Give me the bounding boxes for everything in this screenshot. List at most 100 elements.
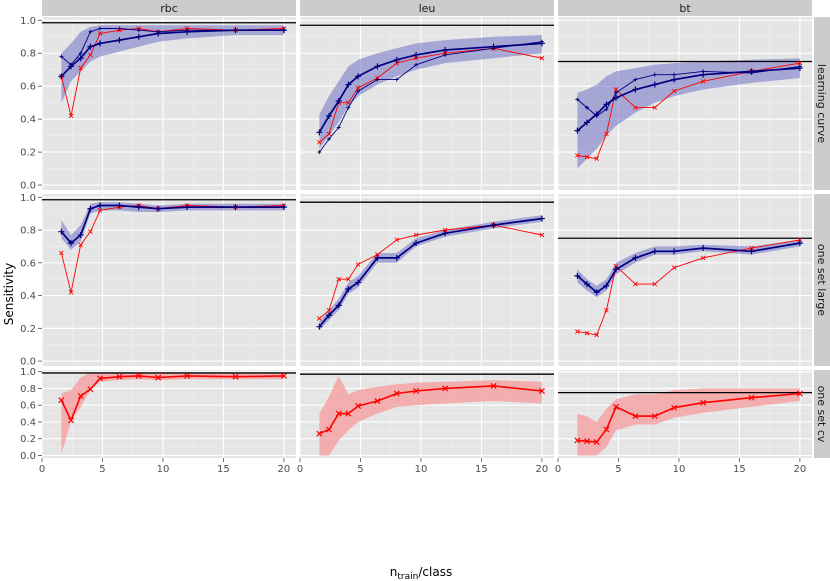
- panel-one-set-large-leu-blue-mean-point: [326, 312, 333, 319]
- y-tick-label-learning-curve: 0.0: [20, 181, 36, 192]
- y-tick-label-learning-curve: 0.2: [20, 148, 36, 159]
- panel-one-set-cv-bt-red-band: [577, 388, 800, 456]
- panel-one-set-large-bt-blue-mean-point: [748, 248, 755, 255]
- x-tick-label-leu: 5: [357, 464, 363, 475]
- panel-one-set-cv-leu-red-point: [442, 385, 449, 392]
- panel-learning-curve-leu-blue-mean-point: [413, 51, 420, 58]
- strip-label-rbc: rbc: [160, 2, 178, 15]
- panel-one-set-large-leu-blue-mean-point: [374, 254, 381, 261]
- panel-one-set-cv-rbc-red-band: [61, 372, 284, 454]
- panel-one-set-large-bt-red-point: [671, 265, 677, 271]
- panel-one-set-large-rbc-red-point: [78, 242, 84, 248]
- panel-one-set-large-leu-red-point: [394, 237, 400, 243]
- panel-learning-curve-bt-red-point: [633, 105, 638, 110]
- panel-one-set-cv-leu-red-point: [374, 397, 381, 405]
- panel-one-set-cv-rbc-red-point: [135, 372, 142, 379]
- panel-learning-curve-bt-red-point: [594, 156, 600, 162]
- panel-learning-curve-bt-blue-thin-point: [633, 77, 638, 82]
- panel-one-set-large-leu-blue-mean-point: [538, 215, 545, 222]
- panel-learning-curve-bt-blue-thin-point: [575, 97, 580, 102]
- panel-learning-curve-leu-blue-band: [319, 35, 542, 149]
- panel-one-set-large-leu-red-point: [346, 276, 351, 282]
- panel-one-set-cv-rbc-red-point: [77, 392, 84, 400]
- panel-one-set-large-leu-red-point: [413, 232, 419, 238]
- panel-one-set-large-rbc-blue-mean-point: [77, 231, 84, 238]
- panel-one-set-cv-rbc-red-point: [155, 374, 162, 381]
- panel-one-set-large-rbc-blue-mean-point: [280, 204, 287, 211]
- panel-learning-curve-leu-blue-thin-point: [394, 77, 399, 82]
- panel-one-set-large-bt-red-point: [749, 245, 754, 251]
- strip-label-one-set-cv: one set cv: [815, 386, 828, 443]
- panel-one-set-large-bt-blue-mean-point: [671, 248, 678, 255]
- panel-one-set-cv-leu-red-point: [335, 410, 342, 417]
- panel-learning-curve-leu-blue-thin-point: [443, 52, 448, 57]
- panel-one-set-large-rbc-blue-mean-point: [58, 228, 65, 235]
- panel-one-set-cv-bt-red-point: [593, 439, 600, 446]
- x-tick-label-rbc: 5: [99, 464, 105, 475]
- panel-learning-curve-bt-blue-mean-point: [700, 71, 707, 78]
- strip-learning-curve: [814, 17, 830, 190]
- x-tick-label-leu: 10: [415, 464, 428, 475]
- y-tick-label-one-set-cv: 1.0: [20, 367, 36, 378]
- panel-learning-curve-leu-red-point: [346, 100, 351, 105]
- panel-one-set-large-bt-blue-mean-point: [584, 281, 591, 288]
- panel-one-set-large-bt-blue-mean-point: [632, 254, 639, 261]
- panel-learning-curve-bt-blue-mean-point: [671, 76, 678, 83]
- panel-learning-curve-rbc-blue-mean-point: [116, 37, 123, 44]
- y-tick-label-one-set-large: 1.0: [20, 193, 36, 204]
- x-axis-title-main: n: [390, 565, 398, 579]
- panel-learning-curve-bt-blue-mean-point: [796, 65, 803, 72]
- panel-one-set-large-bt-blue-mean-point: [796, 240, 803, 247]
- panel-learning-curve-bt-red-point: [700, 78, 706, 84]
- panel-one-set-cv-leu-red-band: [319, 375, 542, 456]
- panel-learning-curve-bt-red-point: [652, 105, 658, 110]
- panel-learning-curve-rbc-blue-mean-point: [68, 63, 75, 70]
- panel-one-set-cv-rbc-red-point: [87, 386, 94, 393]
- panel-one-set-large-leu-red-point: [326, 307, 332, 313]
- x-tick-label-leu: 0: [297, 464, 303, 475]
- panel-learning-curve-leu-red-point: [539, 55, 545, 61]
- x-tick-label-leu: 20: [536, 464, 549, 475]
- panel-learning-curve-rbc-blue-mean-point: [232, 27, 239, 34]
- x-tick-label-bt: 10: [673, 464, 686, 475]
- panel-learning-curve-bt-blue-mean-point: [651, 81, 658, 88]
- panel-one-set-large-bt-red-point: [604, 307, 609, 313]
- panel-learning-curve-leu-red-point: [317, 139, 322, 145]
- panel-one-set-large-leu-blue-mean-point: [413, 240, 420, 247]
- panel-learning-curve-rbc-blue-mean-point: [87, 43, 94, 50]
- x-tick-label-bt: 20: [794, 464, 807, 475]
- panel-one-set-large-leu-red-point: [336, 276, 342, 282]
- y-tick-label-one-set-cv: 0.2: [20, 434, 36, 445]
- panel-one-set-large-rbc-blue-mean-point: [116, 202, 123, 209]
- panel-learning-curve-rbc-blue-mean-point: [280, 27, 287, 34]
- panel-learning-curve-leu-blue-thin-point: [317, 150, 322, 155]
- panel-learning-curve-rbc-red-point: [97, 31, 103, 36]
- x-tick-label-rbc: 20: [278, 464, 291, 475]
- x-tick-label-leu: 15: [475, 464, 488, 475]
- panel-learning-curve-leu-blue-thin-point: [375, 77, 380, 82]
- panel-learning-curve-bt-blue-mean-point: [613, 94, 620, 101]
- panel-one-set-large-rbc-blue-mean-point: [68, 240, 75, 247]
- y-tick-label-one-set-large: 0.6: [20, 258, 36, 269]
- x-tick-label-rbc: 0: [39, 464, 45, 475]
- panel-one-set-cv-bt-red-point: [574, 437, 581, 444]
- panel-learning-curve-leu-blue-thin-point: [327, 136, 332, 141]
- panel-one-set-cv-leu-red-point: [345, 410, 352, 417]
- panel-one-set-large-leu-blue-mean-point: [393, 254, 400, 261]
- panel-learning-curve-rbc-blue-thin-point: [59, 54, 64, 59]
- panel-one-set-large-leu-red-point: [317, 316, 322, 321]
- panel-grid: rbc leu bt learning curve one set large one s…: [20, 0, 830, 475]
- panel-one-set-large-rbc-blue-mean-point: [155, 205, 162, 212]
- panel-one-set-large-leu-blue-mean-point: [316, 323, 323, 330]
- panel-one-set-cv-rbc-red-point: [97, 375, 104, 382]
- panel-learning-curve-leu-blue-mean-point: [490, 43, 497, 50]
- panel-learning-curve-bt-red-point: [613, 87, 619, 92]
- panel-one-set-large-bt-blue-mean-point: [574, 272, 581, 279]
- panel-one-set-cv-bt-red-point: [584, 438, 591, 445]
- panel-one-set-large-rbc-red-point: [97, 208, 103, 213]
- panel-learning-curve-leu-blue-mean-point: [355, 73, 362, 80]
- y-tick-label-one-set-cv: 0.6: [20, 401, 36, 412]
- panel-learning-curve-leu-blue-thin-point: [356, 89, 361, 94]
- panel-learning-curve-bt-blue-mean-point: [603, 101, 610, 108]
- panel-one-set-large-leu-red-point: [442, 227, 448, 233]
